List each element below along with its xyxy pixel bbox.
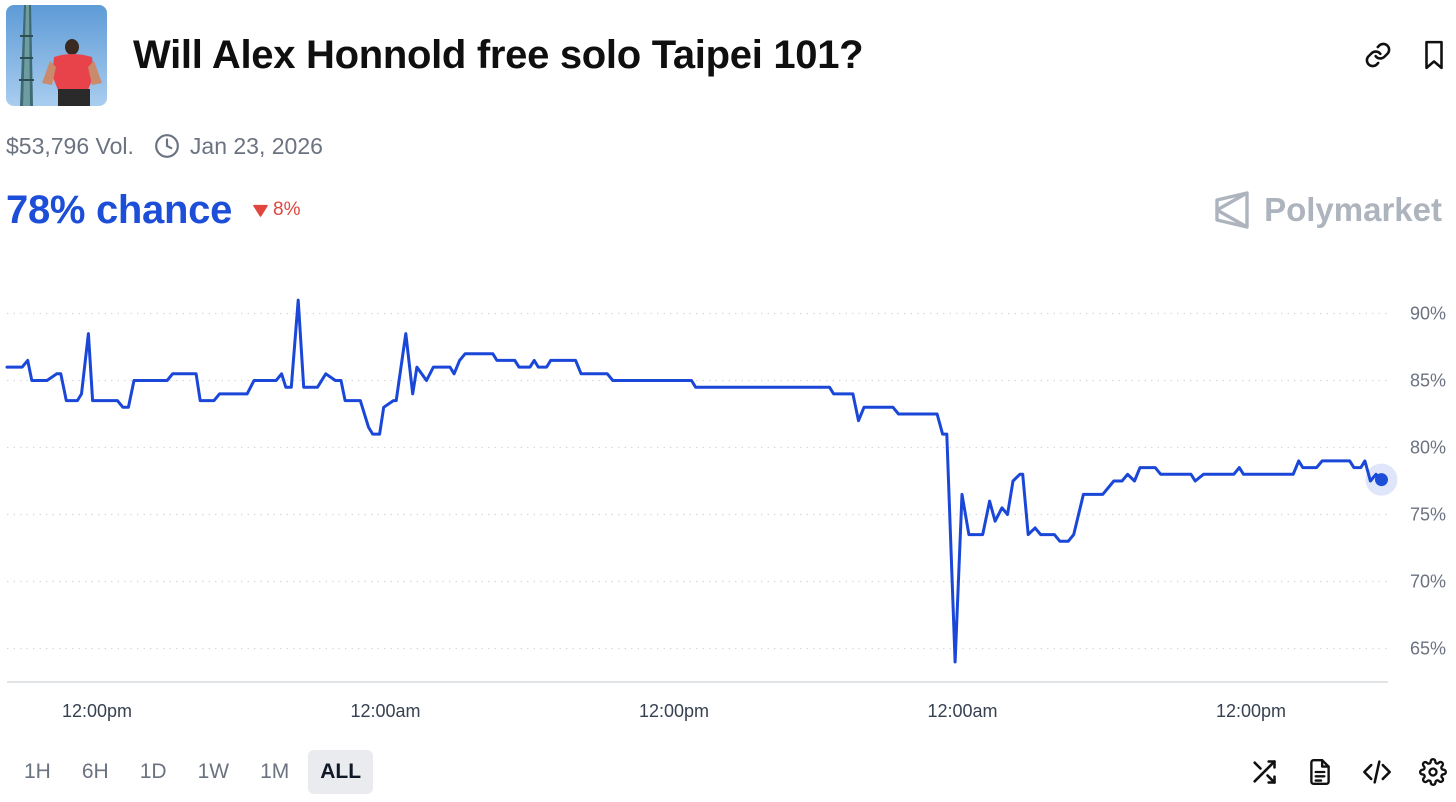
price-line [5,298,1383,664]
clock-icon [154,133,180,159]
x-tick-label: 12:00am [927,701,997,721]
y-tick-label: 80% [1410,438,1446,458]
range-button-1d[interactable]: 1D [139,760,167,783]
change-value: 8% [273,199,301,220]
y-tick-label: 65% [1410,639,1446,659]
shuffle-icon [1253,760,1276,784]
bookmark-icon [1425,40,1443,70]
x-tick-label: 12:00pm [62,701,132,721]
polymarket-logo: Polymarket [1214,190,1442,230]
polymarket-logo-icon [1215,191,1249,229]
embed-button[interactable] [1359,754,1395,790]
link-icon [1365,42,1391,68]
y-tick-label: 90% [1410,304,1446,324]
brand-name: Polymarket [1264,191,1442,228]
range-button-all[interactable]: ALL [308,750,374,794]
range-button-6h[interactable]: 6H [81,760,109,783]
code-icon [1363,760,1391,784]
y-tick-label: 85% [1410,371,1446,391]
rules-button[interactable] [1302,754,1338,790]
end-date-label: Jan 23, 2026 [189,132,323,159]
price-chart[interactable]: 90% 85% 80% 75% 70% 65% 12:00pm 12:00am 12:00pm… [0,280,1456,730]
x-tick-label: 12:00pm [1216,701,1286,721]
market-thumbnail [6,5,107,106]
taipei-101-photo [6,5,107,106]
gear-icon [1419,758,1447,786]
range-button-1h[interactable]: 1H [24,760,51,783]
time-range-selector: 1H 6H 1D 1W 1M ALL [12,750,380,794]
y-tick-label: 70% [1410,572,1446,592]
range-button-1m[interactable]: 1M [260,760,290,783]
change-badge: 8% [253,199,300,221]
chance-value: 78% chance [6,188,233,232]
volume-label: $53,796 Vol. [6,132,134,159]
bookmark-button[interactable] [1418,38,1450,72]
market-meta: $53,796 Vol. Jan 23, 2026 [6,130,323,162]
copy-link-button[interactable] [1362,38,1394,72]
x-tick-label: 12:00pm [639,701,709,721]
market-title: Will Alex Honnold free solo Taipei 101? [133,33,864,77]
x-tick-label: 12:00am [350,701,420,721]
shuffle-button[interactable] [1246,754,1282,790]
down-triangle-icon [253,204,268,217]
current-point[interactable] [1374,473,1388,487]
settings-button[interactable] [1415,754,1451,790]
range-button-1w[interactable]: 1W [197,760,230,783]
y-tick-label: 75% [1410,505,1446,525]
document-icon [1310,758,1330,786]
